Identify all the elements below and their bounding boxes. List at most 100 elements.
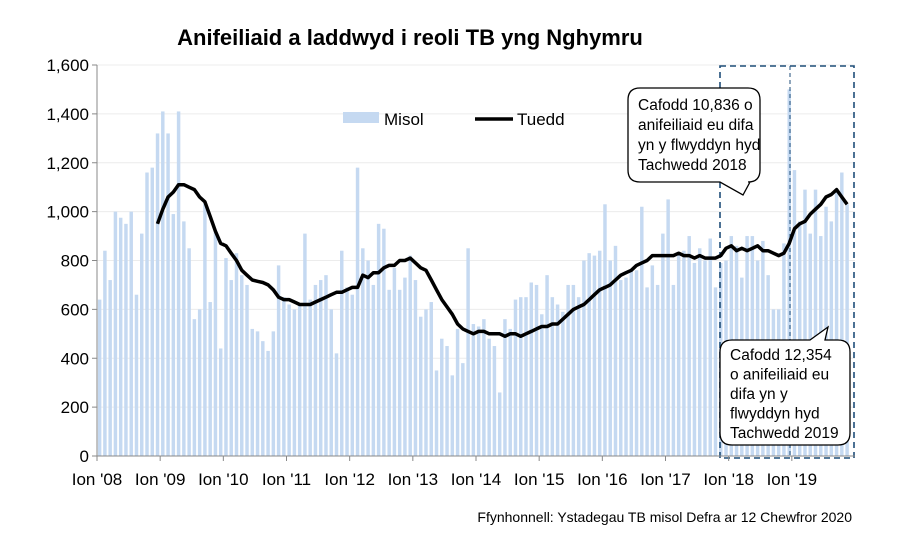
bar-misol bbox=[382, 228, 386, 456]
y-tick-label: 600 bbox=[61, 300, 89, 319]
bar-misol bbox=[208, 302, 212, 456]
bar-misol bbox=[224, 258, 228, 456]
bar-misol bbox=[140, 233, 144, 456]
bar-misol bbox=[587, 253, 591, 456]
bar-misol bbox=[497, 392, 502, 456]
bar-misol bbox=[455, 328, 460, 456]
callout-2019: Cafodd 12,354 o anifeiliaid eu difa yn y fl… bbox=[719, 325, 851, 446]
bar-misol bbox=[713, 287, 718, 456]
bar-misol bbox=[640, 206, 644, 456]
x-tick-label: Ion '13 bbox=[388, 470, 439, 489]
bar-misol bbox=[361, 248, 365, 456]
bar-misol bbox=[666, 199, 670, 456]
bar-misol bbox=[408, 255, 412, 456]
bar-misol bbox=[308, 299, 312, 456]
bar-misol bbox=[424, 309, 428, 456]
y-tick-label: 1,400 bbox=[46, 105, 89, 124]
trend-line bbox=[155, 182, 849, 339]
callout-text: Tachwedd 2019 bbox=[730, 425, 839, 442]
bar-misol bbox=[124, 223, 128, 456]
bar-misol bbox=[529, 282, 534, 456]
bar-misol bbox=[192, 319, 197, 456]
bar-misol bbox=[524, 297, 528, 456]
bar-misol bbox=[197, 309, 202, 456]
bar-misol bbox=[513, 299, 518, 456]
bar-misol bbox=[487, 338, 491, 456]
bar-misol bbox=[118, 217, 123, 456]
bar-misol bbox=[845, 204, 849, 456]
x-tick-label: Ion '14 bbox=[451, 470, 502, 489]
bar-misol bbox=[519, 297, 523, 456]
bar-misol bbox=[418, 316, 423, 456]
bar-misol bbox=[503, 319, 507, 456]
callout-text: difa yn y bbox=[730, 386, 788, 403]
bar-misol bbox=[103, 250, 107, 456]
callout-text: anifeiliaid eu difa bbox=[638, 117, 754, 134]
bar-misol bbox=[113, 211, 118, 456]
y-tick-label: 1,200 bbox=[46, 154, 89, 173]
bar-misol bbox=[234, 253, 239, 456]
bar-misol bbox=[555, 304, 560, 456]
bar-misol bbox=[550, 297, 555, 456]
bar-misol bbox=[329, 309, 333, 456]
bar-misol bbox=[697, 248, 702, 456]
bar-misol bbox=[203, 203, 207, 456]
x-tick-label: Ion '18 bbox=[703, 470, 754, 489]
bar-misol bbox=[619, 280, 623, 456]
x-tick-label: Ion '17 bbox=[640, 470, 691, 489]
y-tick-label: 200 bbox=[61, 398, 89, 417]
callout-text: o anifeiliaid eu bbox=[730, 367, 829, 384]
bar-misol bbox=[787, 89, 791, 456]
bar-misol bbox=[171, 214, 176, 456]
bar-misol bbox=[287, 304, 291, 456]
x-tick-label: Ion '09 bbox=[135, 470, 186, 489]
bar-misol bbox=[803, 189, 807, 456]
bar-misol bbox=[97, 299, 102, 456]
bar-misol bbox=[413, 280, 418, 456]
bar-misol bbox=[545, 275, 549, 456]
bar-misol bbox=[150, 167, 155, 456]
bar-misol bbox=[608, 260, 612, 456]
bar-misol bbox=[676, 253, 681, 456]
bar-misol bbox=[271, 331, 276, 456]
bar-misol bbox=[508, 328, 512, 456]
bar-misol bbox=[655, 284, 660, 456]
bar-misol bbox=[603, 204, 607, 456]
bar-misol bbox=[129, 211, 133, 456]
bar-misol bbox=[245, 284, 249, 456]
bar-misol bbox=[366, 260, 370, 456]
legend-label-tuedd: Tuedd bbox=[517, 110, 565, 129]
y-tick-label: 800 bbox=[61, 252, 89, 271]
bar-misol bbox=[671, 284, 676, 456]
bar-misol bbox=[434, 370, 439, 456]
y-tick-label: 1,600 bbox=[46, 56, 89, 75]
bar-misol bbox=[250, 328, 255, 456]
bar-misol bbox=[792, 170, 797, 457]
bar-misol bbox=[797, 221, 802, 456]
callout-text: yn y flwyddyn hyd bbox=[638, 137, 760, 154]
bar-misol bbox=[624, 277, 628, 456]
bar-misol bbox=[476, 326, 481, 456]
callout-text: Cafodd 12,354 bbox=[730, 347, 832, 364]
bar-misol bbox=[429, 302, 433, 456]
bar-misol bbox=[576, 297, 581, 456]
bar-misol bbox=[829, 221, 834, 456]
bar-misol bbox=[350, 294, 355, 456]
bar-misol bbox=[182, 221, 186, 456]
x-tick-label: Ion '10 bbox=[198, 470, 249, 489]
bar-misol bbox=[355, 167, 360, 456]
bar-misol bbox=[613, 245, 618, 456]
bar-misol bbox=[282, 297, 286, 456]
callout-bubble bbox=[627, 87, 761, 196]
bar-misol bbox=[461, 363, 465, 456]
bar-misol bbox=[371, 284, 376, 456]
bar-misol bbox=[592, 255, 597, 456]
bar-misol bbox=[276, 265, 281, 456]
bar-misol bbox=[466, 248, 470, 456]
bar-misol bbox=[145, 172, 149, 456]
x-tick-label: Ion '19 bbox=[767, 470, 818, 489]
bar-misol bbox=[645, 287, 649, 456]
bar-misol bbox=[482, 319, 486, 456]
bar-misol bbox=[492, 346, 497, 456]
